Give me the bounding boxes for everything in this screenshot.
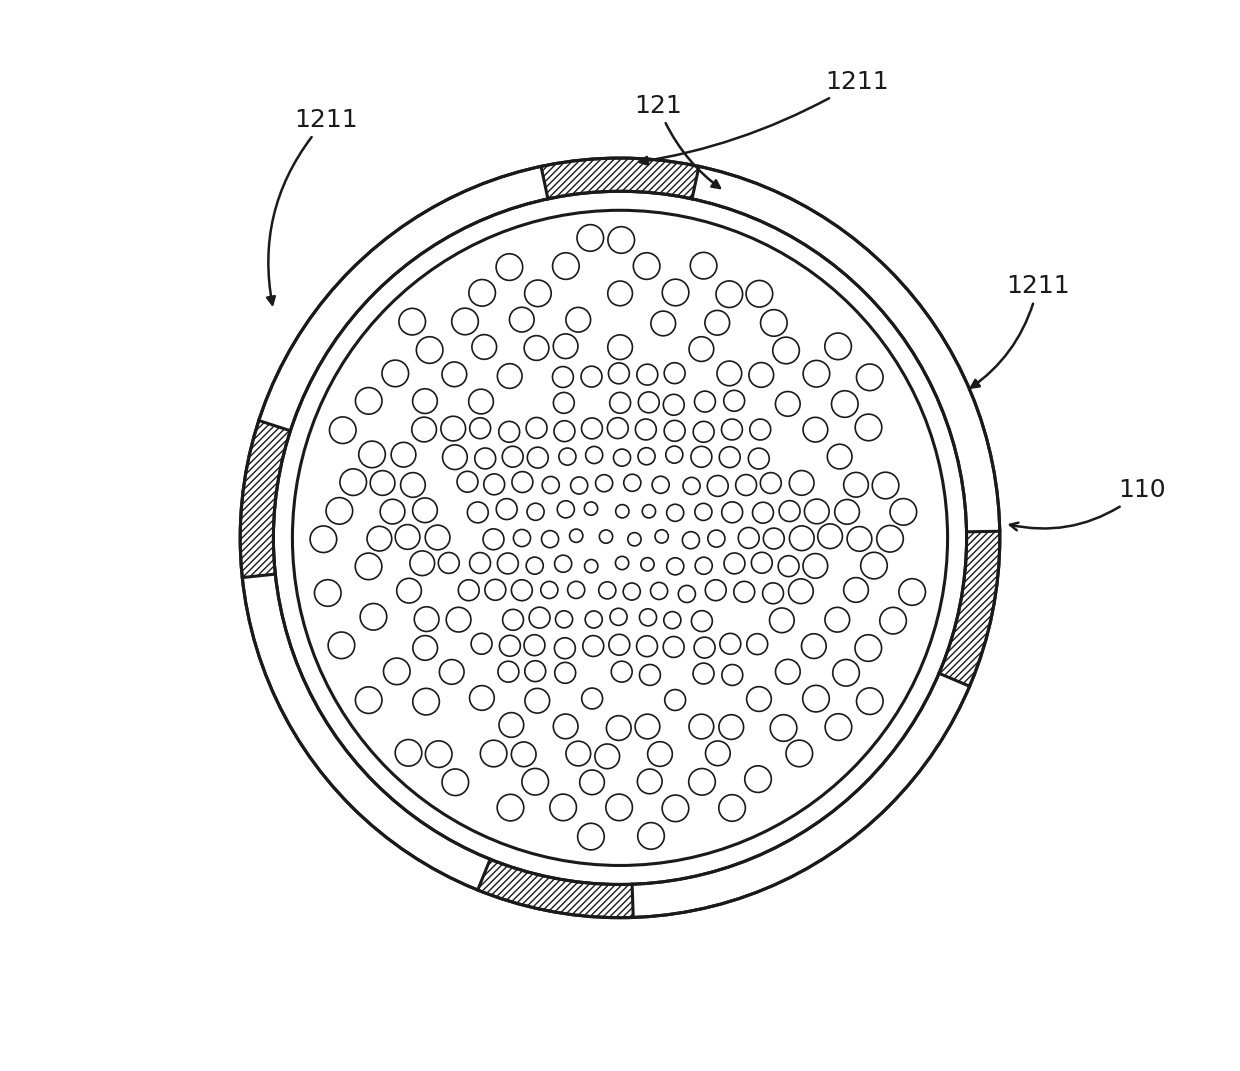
Text: 121: 121 — [634, 94, 720, 188]
Circle shape — [241, 159, 999, 918]
Text: 1211: 1211 — [971, 274, 1070, 388]
Text: 1211: 1211 — [640, 70, 889, 165]
Circle shape — [274, 192, 966, 885]
Text: 1211: 1211 — [267, 108, 357, 304]
Text: 110: 110 — [1011, 479, 1166, 530]
